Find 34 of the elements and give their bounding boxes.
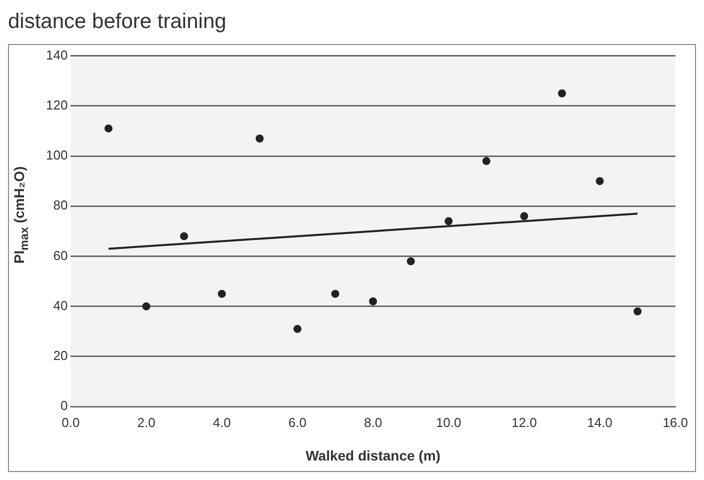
x-tick-label: 0.0 <box>62 414 80 430</box>
point <box>444 217 453 226</box>
point <box>596 177 604 186</box>
x-tick-label: 6.0 <box>288 414 306 430</box>
point <box>142 302 150 310</box>
point <box>104 124 112 132</box>
x-tick-label: 14.0 <box>587 414 612 430</box>
point <box>180 232 188 240</box>
x-axis-title: Walked distance (m) <box>306 447 440 464</box>
point <box>634 307 642 316</box>
x-tick-label: 8.0 <box>364 414 382 430</box>
point <box>331 290 340 298</box>
x-tick-label: 10.0 <box>436 414 462 430</box>
y-tick-label: 0 <box>60 398 68 414</box>
y-tick-label: 40 <box>53 298 68 313</box>
y-tick-label: 20 <box>53 348 68 364</box>
point <box>520 212 528 220</box>
y-tick-label: 60 <box>53 248 68 263</box>
y-tick-label: 80 <box>53 198 68 213</box>
point <box>256 134 264 142</box>
point <box>293 324 302 333</box>
point <box>406 257 415 266</box>
x-tick-label: 12.0 <box>512 414 537 430</box>
point <box>369 297 378 306</box>
x-tick-label: 4.0 <box>212 414 231 430</box>
x-tick-label: 16.0 <box>662 414 688 430</box>
y-tick-label: 100 <box>46 148 68 163</box>
x-tick-label: 2.0 <box>137 414 156 430</box>
y-tick-label: 140 <box>46 47 68 62</box>
point <box>482 157 490 166</box>
point <box>558 89 566 98</box>
y-tick-label: 120 <box>46 97 68 112</box>
point <box>218 290 226 298</box>
chart-title: distance before training <box>8 9 228 35</box>
